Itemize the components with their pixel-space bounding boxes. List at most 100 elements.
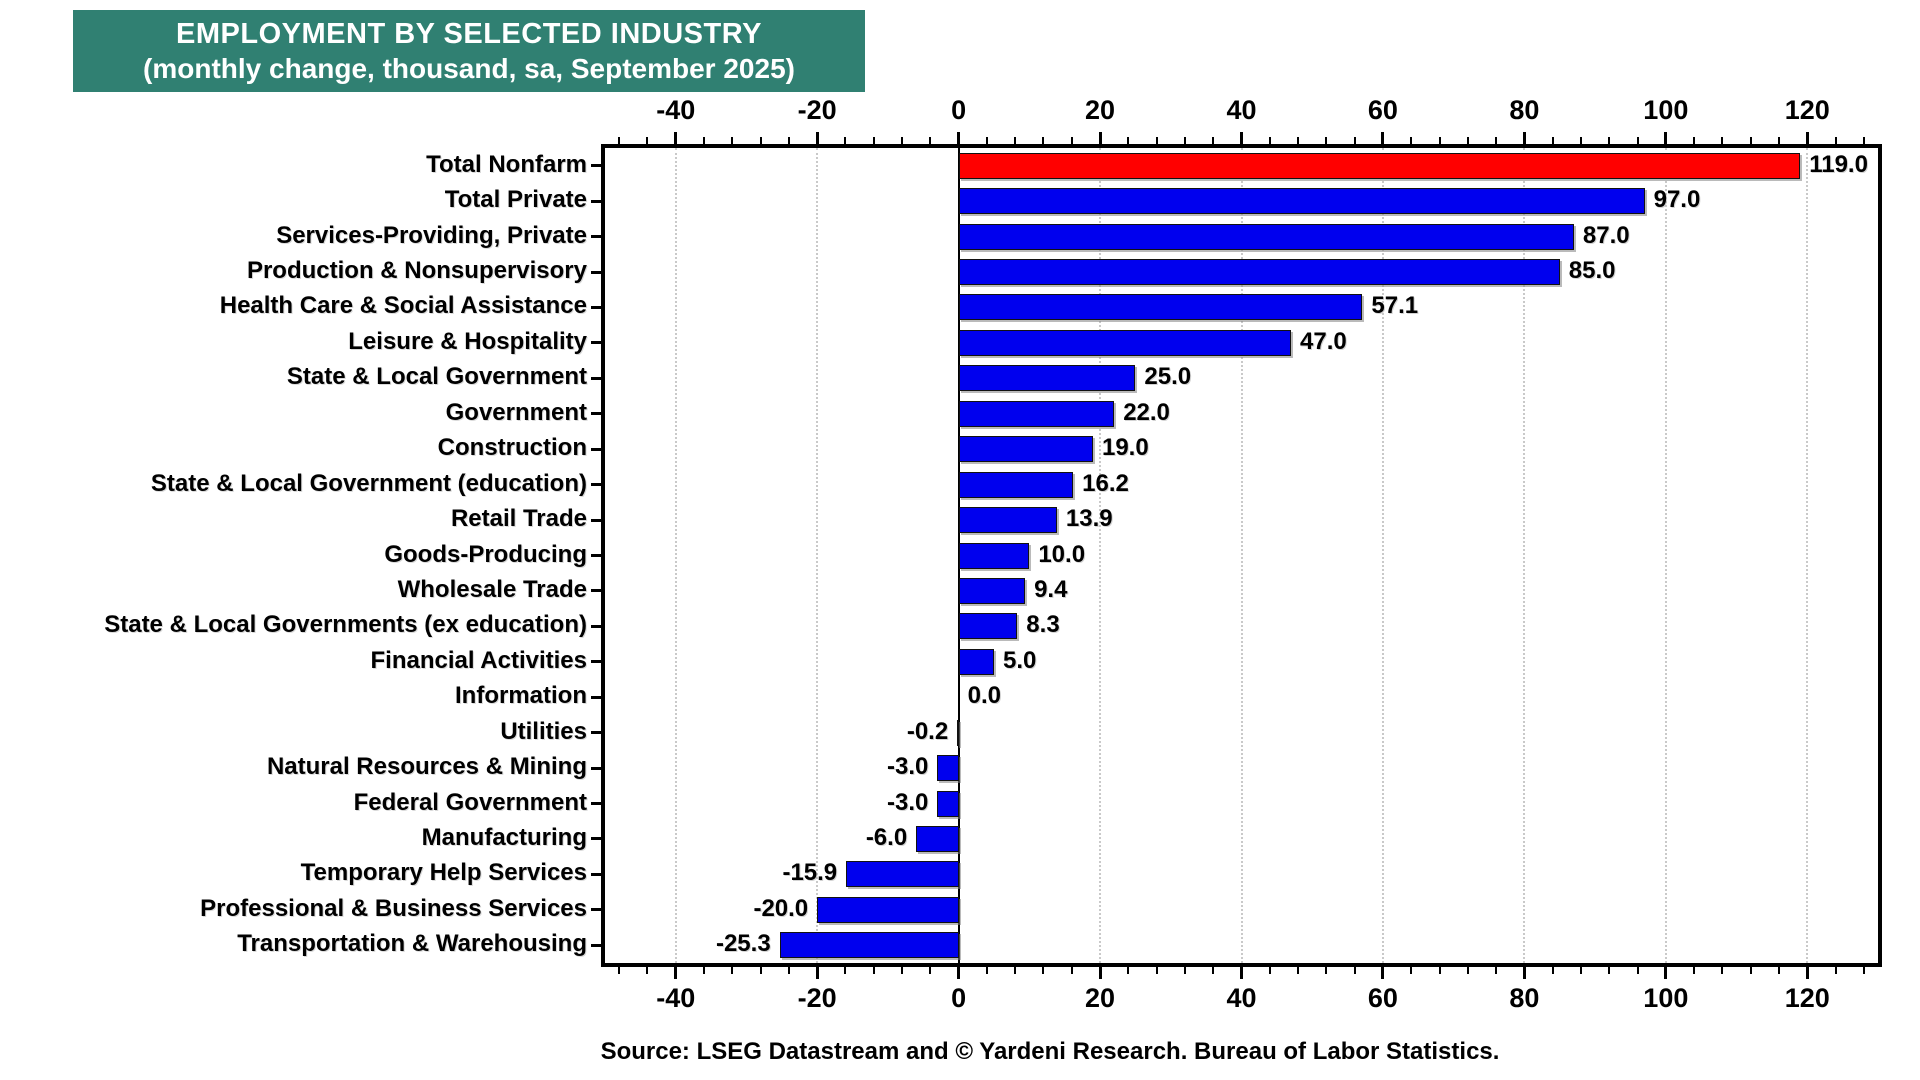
x-axis-minor-tick [1183,137,1186,144]
category-tick [591,447,601,451]
bar-value-label: 87.0 [1582,221,1630,249]
category-tick [591,270,601,274]
category-label: Production & Nonsupervisory [246,257,587,285]
category-label: State & Local Government [286,363,587,391]
bar [958,152,1801,179]
category-label: Utilities [500,717,587,745]
x-axis-minor-tick [1862,967,1865,974]
x-axis-minor-tick [1777,967,1780,974]
x-axis-tick [957,967,961,979]
x-axis-tick [1240,132,1243,144]
bar-value-label: 10.0 [1038,540,1086,568]
x-tick-label: -20 [797,983,837,1013]
x-tick-label: 80 [1509,983,1540,1013]
gridline [674,148,677,963]
bar [957,719,960,746]
bar-value-label: 5.0 [1002,646,1037,674]
bar [958,329,1291,356]
category-label: Manufacturing [421,823,587,851]
gridline [1099,148,1102,963]
x-tick-label: 120 [1784,95,1830,125]
bar [958,365,1136,392]
x-axis-minor-tick [703,967,705,974]
x-axis-minor-tick [1268,137,1271,144]
category-label: Total Private [444,186,587,214]
category-label: State & Local Government (education) [150,469,587,497]
x-axis-minor-tick [1410,137,1413,144]
x-axis-minor-tick [1353,967,1356,974]
bar [937,755,959,782]
x-axis-minor-tick [1862,137,1865,144]
category-tick [591,412,601,416]
x-axis-minor-tick [1777,137,1780,144]
category-tick [591,554,601,557]
source-note: Source: LSEG Datastream and © Yardeni Re… [600,1038,1500,1065]
x-axis-minor-tick [1042,137,1045,144]
bar [958,648,994,675]
x-axis-minor-tick [646,137,649,144]
x-axis-minor-tick [1749,137,1752,144]
bar [958,223,1574,250]
category-tick [591,235,601,239]
gridline [1664,148,1667,963]
x-axis-tick [1381,967,1385,979]
x-axis-minor-tick [618,137,621,144]
bar [958,188,1645,215]
bar [916,825,959,852]
x-axis-tick [1522,967,1526,979]
x-axis-minor-tick [1070,967,1073,974]
x-tick-label: 80 [1509,95,1540,125]
x-axis-tick [674,967,678,979]
category-label: Leisure & Hospitality [348,327,587,355]
x-tick-label: 60 [1367,95,1398,125]
x-axis-minor-tick [1466,137,1469,144]
x-axis-minor-tick [844,137,847,144]
x-axis-minor-tick [618,967,621,974]
bar-value-label: 85.0 [1568,257,1616,285]
category-label: Services-Providing, Private [276,221,587,249]
chart-title: EMPLOYMENT BY SELECTED INDUSTRY [176,17,762,50]
x-axis-minor-tick [1693,137,1696,144]
x-axis-minor-tick [985,967,988,974]
bar-value-label: 119.0 [1809,150,1868,178]
category-label: Natural Resources & Mining [266,753,587,781]
bar-value-label: -6.0 [865,823,908,851]
x-axis-minor-tick [901,137,904,144]
x-axis-minor-tick [1212,967,1215,974]
x-axis-minor-tick [1127,967,1130,974]
gridline [1381,148,1384,963]
x-axis-minor-tick [646,967,649,974]
category-label: State & Local Governments (ex education) [104,611,587,639]
category-tick [591,766,601,770]
x-axis-tick [1664,967,1668,979]
category-tick [591,660,601,664]
x-axis-minor-tick [1551,137,1554,144]
x-axis-minor-tick [731,967,734,974]
gridline [816,148,819,963]
x-axis-minor-tick [1636,967,1639,974]
x-tick-label: 0 [951,95,967,125]
category-tick [591,943,601,947]
x-axis-minor-tick [1834,137,1837,144]
bar-value-label: -3.0 [887,788,929,816]
gridline [1806,148,1809,963]
bar [958,507,1057,534]
category-tick [591,376,601,380]
x-axis-tick [1805,967,1809,979]
bar-value-label: 25.0 [1144,363,1192,391]
category-tick [591,837,601,841]
category-label: Wholesale Trade [397,575,587,603]
bar [958,259,1560,286]
x-axis-minor-tick [1325,137,1328,144]
category-label: Health Care & Social Assistance [219,292,587,320]
bar-value-label: 8.3 [1026,611,1060,639]
bar-value-label: 97.0 [1653,186,1701,214]
x-tick-label: -40 [656,983,696,1013]
category-tick [591,731,601,735]
x-axis-minor-tick [1636,137,1639,144]
x-tick-label: -20 [797,95,837,125]
category-tick [591,341,601,345]
bar-value-label: -0.2 [906,717,949,745]
x-axis-minor-tick [1155,137,1158,144]
